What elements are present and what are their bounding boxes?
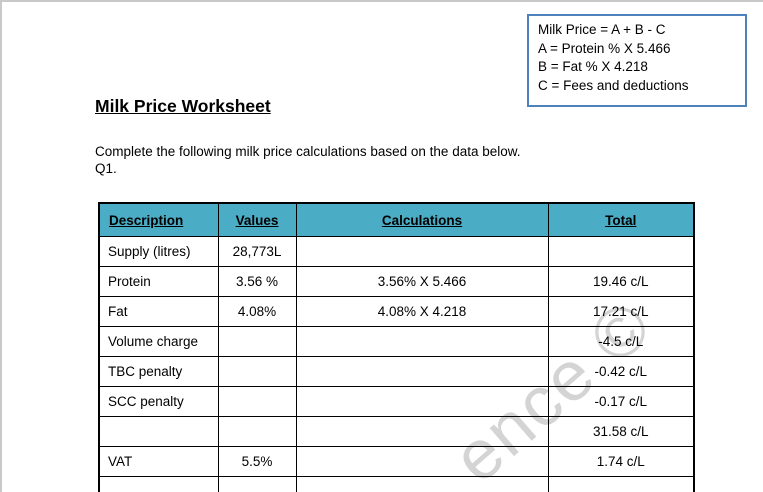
cell-description: Fat [98, 296, 219, 327]
formula-line: A = Protein % X 5.466 [538, 40, 671, 56]
cell-description: Volume charge [98, 326, 219, 357]
cell-values [217, 386, 297, 417]
cell-values: 28,773L [217, 236, 297, 267]
formula-line: C = Fees and deductions [538, 77, 689, 93]
table-row [98, 476, 695, 492]
table-row: TBC penalty -0.42 c/L [98, 356, 695, 387]
table-header-row: Description Values Calculations Total [98, 202, 695, 237]
cell-description: Supply (litres) [98, 236, 219, 267]
cell-values [217, 326, 297, 357]
cell-description: SCC penalty [98, 386, 219, 417]
cell-calculations: 4.08% X 4.218 [295, 296, 549, 327]
table-row: Volume charge -4.5 c/L [98, 326, 695, 357]
cell-total [547, 236, 695, 267]
cell-values [217, 476, 297, 492]
column-header-values: Values [217, 202, 297, 237]
cell-description: Protein [98, 266, 219, 297]
worksheet-table: Description Values Calculations Total Su… [98, 202, 695, 492]
table-row: SCC penalty -0.17 c/L [98, 386, 695, 417]
cell-values [217, 416, 297, 447]
cell-calculations [295, 236, 549, 267]
cell-values [217, 356, 297, 387]
cell-total: -4.5 c/L [547, 326, 695, 357]
cell-total [547, 476, 695, 492]
column-header-total: Total [547, 202, 695, 237]
question-label: Q1. [95, 161, 117, 176]
cell-total: 19.46 c/L [547, 266, 695, 297]
cell-calculations [295, 386, 549, 417]
formula-line: B = Fat % X 4.218 [538, 59, 648, 74]
cell-calculations: 3.56% X 5.466 [295, 266, 549, 297]
cell-calculations [295, 476, 549, 492]
column-header-description: Description [98, 202, 219, 237]
cell-calculations [295, 446, 549, 477]
cell-calculations [295, 416, 549, 447]
cell-description [98, 476, 219, 492]
table-row: VAT 5.5% 1.74 c/L [98, 446, 695, 477]
cell-values: 3.56 % [217, 266, 297, 297]
cell-total: -0.17 c/L [547, 386, 695, 417]
formula-line: Milk Price = A + B - C [538, 22, 666, 37]
table-row: Fat 4.08% 4.08% X 4.218 17.21 c/L [98, 296, 695, 327]
table-row: Supply (litres) 28,773L [98, 236, 695, 267]
cell-description: VAT [98, 446, 219, 477]
cell-description: TBC penalty [98, 356, 219, 387]
table-row: 31.58 c/L [98, 416, 695, 447]
cell-values: 4.08% [217, 296, 297, 327]
cell-total: 17.21 c/L [547, 296, 695, 327]
cell-total: -0.42 c/L [547, 356, 695, 387]
cell-calculations [295, 326, 549, 357]
intro-block: Complete the following milk price calcul… [95, 143, 521, 177]
column-header-calculations: Calculations [295, 202, 549, 237]
cell-calculations [295, 356, 549, 387]
cell-total: 31.58 c/L [547, 416, 695, 447]
cell-total: 1.74 c/L [547, 446, 695, 477]
table-row: Protein 3.56 % 3.56% X 5.466 19.46 c/L [98, 266, 695, 297]
cell-description [98, 416, 219, 447]
page-title: Milk Price Worksheet [95, 96, 271, 116]
cell-values: 5.5% [217, 446, 297, 477]
instruction-text: Complete the following milk price calcul… [95, 144, 521, 159]
formula-box: Milk Price = A + B - C A = Protein % X 5… [527, 14, 747, 107]
